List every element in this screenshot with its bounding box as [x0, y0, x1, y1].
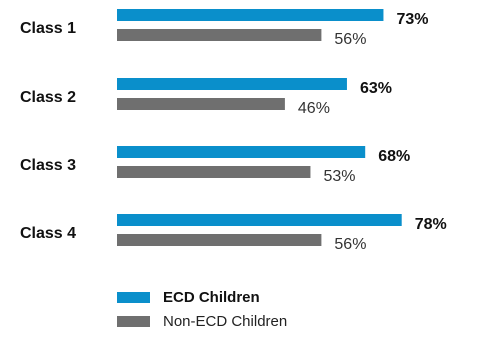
data-label-non-ecd: 56%: [334, 31, 366, 48]
data-label-non-ecd: 46%: [298, 100, 330, 117]
legend: ECD Children Non-ECD Children: [117, 286, 287, 334]
category-label: Class 3: [20, 157, 76, 174]
legend-label-non-ecd: Non-ECD Children: [163, 312, 288, 330]
data-label-non-ecd: 53%: [323, 168, 355, 185]
bar-non-ecd: [117, 234, 322, 246]
bar-non-ecd: [117, 98, 285, 110]
legend-label-ecd: ECD Children: [163, 288, 260, 306]
legend-swatch-ecd: [117, 291, 150, 303]
bar-non-ecd: [117, 166, 311, 178]
category-label: Class 4: [20, 225, 76, 242]
data-label-ecd: 73%: [396, 11, 428, 28]
bar-ecd: [117, 214, 402, 226]
legend-swatch-non-ecd: [117, 315, 150, 327]
bar-non-ecd: [117, 29, 322, 41]
data-label-ecd: 68%: [378, 148, 410, 165]
category-label: Class 2: [20, 89, 76, 106]
bar-ecd: [117, 78, 347, 90]
data-label-non-ecd: 56%: [334, 236, 366, 253]
legend-item-non-ecd: Non-ECD Children: [117, 310, 287, 332]
bar-ecd: [117, 9, 384, 21]
legend-item-ecd: ECD Children: [117, 286, 287, 308]
data-label-ecd: 78%: [415, 216, 447, 233]
bar-ecd: [117, 146, 366, 158]
data-label-ecd: 63%: [360, 80, 392, 97]
category-label: Class 1: [20, 20, 76, 37]
